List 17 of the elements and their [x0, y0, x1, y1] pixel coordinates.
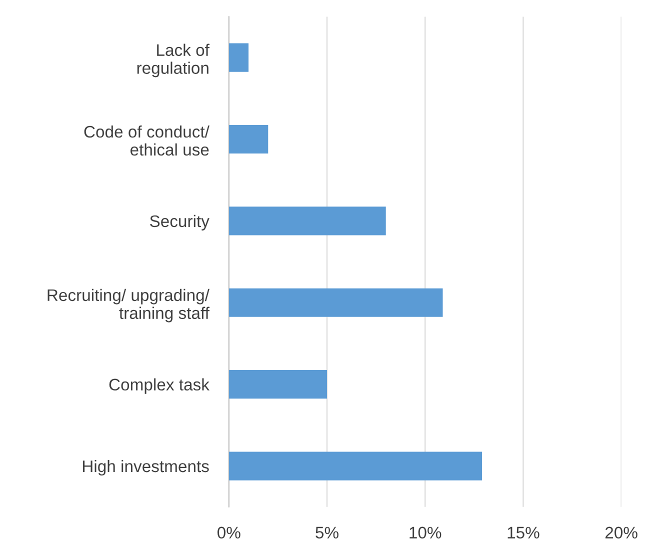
bar	[228, 370, 327, 399]
x-tick-label: 5%	[316, 526, 338, 539]
y-tick-label: Complex task	[109, 378, 210, 394]
bar	[228, 43, 249, 72]
bar	[228, 124, 268, 154]
y-tick-label: Lack of regulation	[137, 44, 210, 78]
y-tick-label: High investments	[82, 460, 209, 476]
bar	[228, 206, 386, 236]
x-tick-label: 15%	[508, 526, 540, 539]
x-tick-label: 20%	[605, 526, 638, 539]
bar	[228, 452, 482, 480]
y-tick-label: Security	[150, 214, 210, 230]
y-tick-label: Code of conduct/ ethical use	[84, 125, 210, 156]
x-tick-label: 0%	[218, 526, 240, 539]
bar	[228, 288, 443, 317]
y-tick-label: Recruiting/ upgrading/ training staff	[48, 288, 210, 322]
x-tick-label: 10%	[410, 526, 442, 539]
